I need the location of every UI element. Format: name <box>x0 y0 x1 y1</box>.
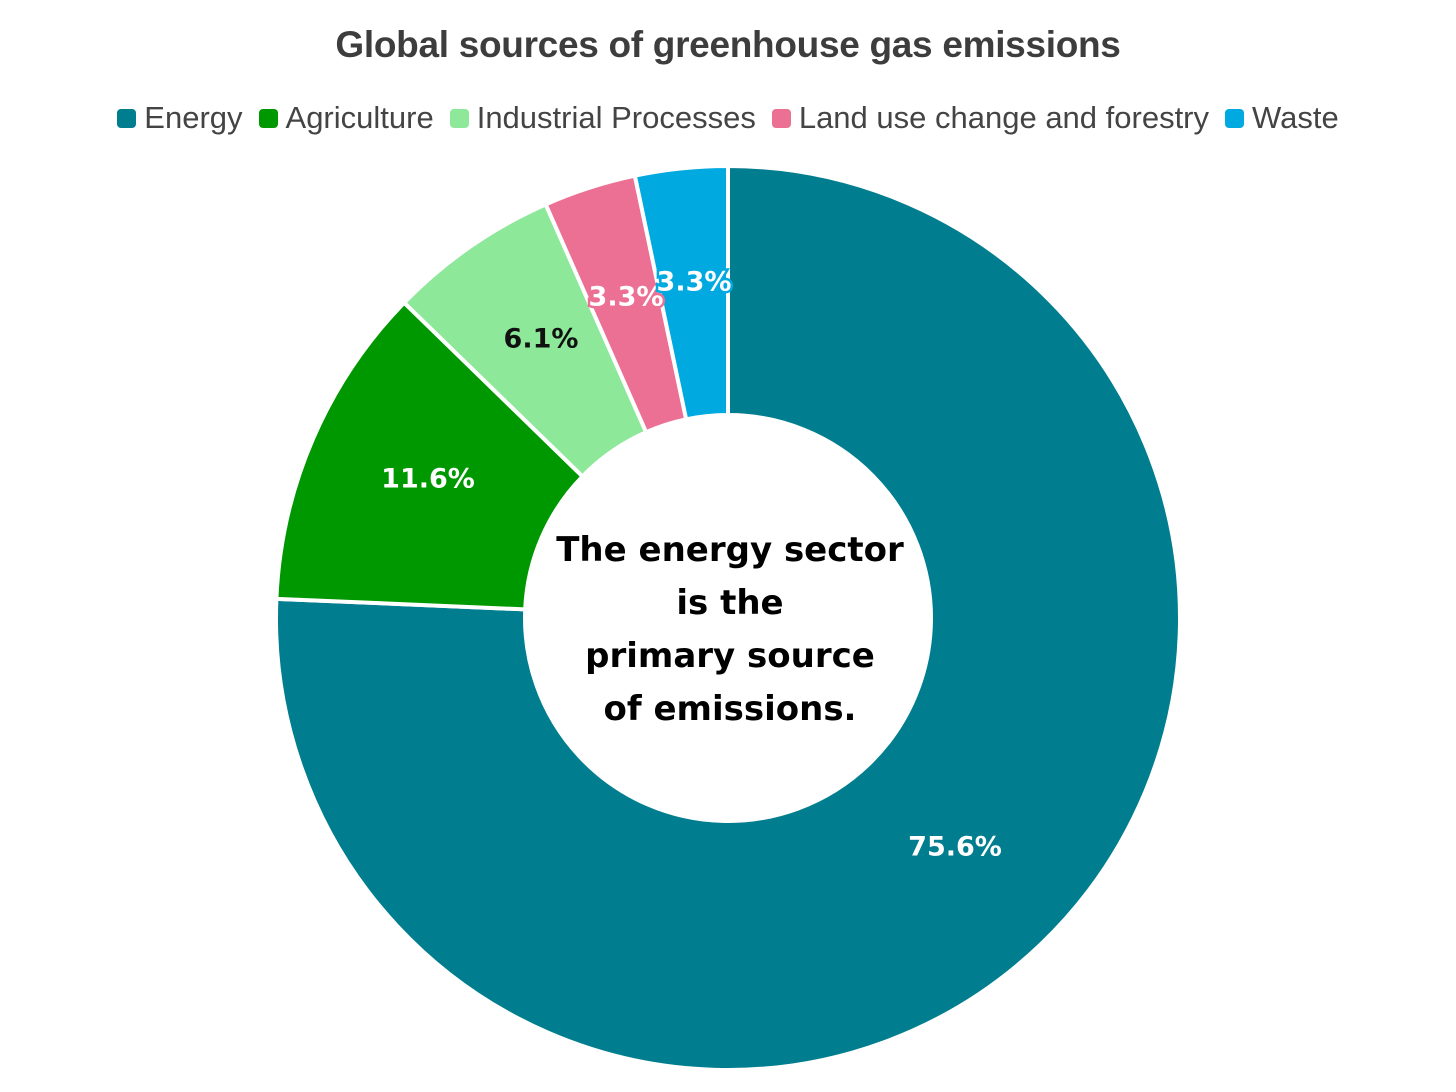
slice-waste[interactable] <box>632 164 730 422</box>
legend-label-industrial-processes: Industrial Processes <box>476 100 756 135</box>
legend-swatch-agriculture <box>258 108 278 128</box>
slice-agriculture[interactable] <box>274 300 585 612</box>
legend-label-energy: Energy <box>144 100 243 135</box>
center-annotation-line-2: is the <box>676 583 784 623</box>
legend-label-agriculture: Agriculture <box>285 100 434 135</box>
legend-item-agriculture[interactable]: Agriculture <box>258 100 434 136</box>
chart-legend: Energy Agriculture Industrial Processes … <box>0 100 1456 136</box>
center-annotation-line-3: primary source <box>585 636 875 676</box>
center-annotation-line-4: of emissions. <box>603 689 857 729</box>
legend-swatch-waste <box>1225 108 1245 128</box>
legend-swatch-energy <box>117 108 137 128</box>
center-annotation: The energy sector is the primary source … <box>528 524 932 736</box>
legend-item-waste[interactable]: Waste <box>1225 100 1339 136</box>
data-label-waste: 3.3% <box>657 267 732 298</box>
center-annotation-line-1: The energy sector <box>556 530 904 570</box>
data-label-land-use: 3.3% <box>589 282 664 313</box>
legend-item-energy[interactable]: Energy <box>117 100 243 136</box>
legend-label-waste: Waste <box>1252 100 1339 135</box>
data-label-agriculture: 11.6% <box>381 464 475 495</box>
legend-label-land-use: Land use change and forestry <box>798 100 1210 135</box>
slice-energy[interactable] <box>274 164 1182 1072</box>
legend-item-land-use[interactable]: Land use change and forestry <box>771 100 1210 136</box>
data-label-industrial-processes: 6.1% <box>504 324 579 355</box>
legend-item-industrial-processes[interactable]: Industrial Processes <box>449 100 756 136</box>
legend-swatch-land-use <box>771 108 791 128</box>
data-label-energy: 75.6% <box>908 832 1002 863</box>
legend-swatch-industrial-processes <box>449 108 469 128</box>
chart-title: Global sources of greenhouse gas emissio… <box>335 24 1121 65</box>
